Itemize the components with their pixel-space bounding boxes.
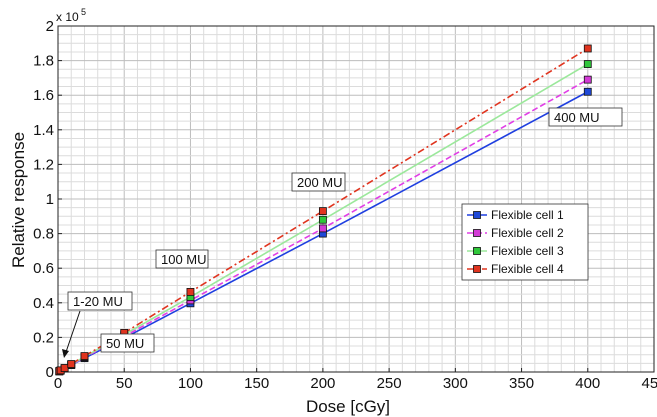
x-tick-label: 400 <box>575 375 600 392</box>
y-tick-label: 0.8 <box>33 226 54 243</box>
annotation-text: 50 MU <box>106 336 144 351</box>
annotation-box <box>155 249 209 269</box>
data-point-series-4 <box>318 207 327 216</box>
annotation-box <box>291 172 346 192</box>
y-tick-label: 0 <box>46 364 54 381</box>
data-point-series-4 <box>186 288 195 296</box>
y-tick-label: 1.6 <box>33 87 54 104</box>
legend-label: Flexible cell 3 <box>491 244 564 258</box>
data-point-series-4 <box>67 360 76 368</box>
x-tick-label: 450 <box>641 375 657 392</box>
y-multiplier-exponent: 5 <box>81 7 86 17</box>
y-tick-label: 0.2 <box>33 329 54 346</box>
y-tick-label: 1.8 <box>33 53 54 70</box>
y-multiplier-label: x 10 <box>56 10 79 24</box>
data-point-series-2 <box>318 224 327 233</box>
data-point-series-1 <box>583 87 592 96</box>
annotation-text: 400 MU <box>554 110 600 125</box>
x-axis-label: Dose [cGy] <box>306 397 390 416</box>
data-point-series-4 <box>80 352 89 360</box>
x-tick-label: 150 <box>244 375 269 392</box>
legend-marker <box>473 229 481 237</box>
legend: Flexible cell 1 Flexible cell 2 Flexible c… <box>461 203 589 281</box>
annotation-box <box>100 333 155 353</box>
annotation-text: 100 MU <box>161 252 207 267</box>
annotation: 100 MU <box>155 249 209 269</box>
annotation-arrow <box>65 310 81 353</box>
x-tick-label: 350 <box>509 375 534 392</box>
legend-label: Flexible cell 1 <box>491 208 564 222</box>
annotations: 1-20 MU 50 MU 100 MU 200 MU 400 MU <box>62 107 623 358</box>
x-tick-label: 50 <box>116 375 133 392</box>
axes: 0 50 100 150 200 250 300 350 400 450 0 0.2 0.4 0.6 0.8… <box>33 18 657 392</box>
x-tick-label: 200 <box>310 375 335 392</box>
y-tick-label: 2 <box>46 18 54 35</box>
data-point-series-3 <box>583 60 592 68</box>
y-tick-label: 0.6 <box>33 260 54 277</box>
y-tick-label: 1.4 <box>33 122 54 139</box>
legend-marker <box>473 247 481 255</box>
y-tick-label: 0.4 <box>33 295 54 312</box>
legend-marker <box>473 211 481 219</box>
legend-box <box>461 203 589 281</box>
data-point-series-3 <box>318 215 327 224</box>
annotation-box <box>67 291 133 311</box>
annotation-text: 200 MU <box>297 175 343 190</box>
x-tick-label: 250 <box>377 375 402 392</box>
annotation-box <box>548 107 623 127</box>
x-tick-label: 0 <box>54 375 62 392</box>
x-tick-label: 300 <box>443 375 468 392</box>
legend-label: Flexible cell 2 <box>491 226 564 240</box>
legend-label: Flexible cell 4 <box>491 262 564 276</box>
annotation: 50 MU <box>100 333 155 353</box>
x-tick-label: 100 <box>178 375 203 392</box>
legend-marker <box>473 265 481 273</box>
data-point-series-4 <box>583 44 592 53</box>
y-tick-label: 1 <box>46 191 54 208</box>
annotation: 1-20 MU <box>62 291 133 358</box>
annotation: 400 MU <box>548 107 623 127</box>
y-tick-label: 1.2 <box>33 156 54 173</box>
data-point-series-4 <box>60 364 69 372</box>
data-point-series-2 <box>583 75 592 84</box>
series-group <box>55 44 592 376</box>
y-axis-label: Relative response <box>9 132 28 268</box>
annotation: 200 MU <box>291 172 346 192</box>
annotation-arrowhead <box>62 349 69 358</box>
annotation-text: 1-20 MU <box>73 294 123 309</box>
